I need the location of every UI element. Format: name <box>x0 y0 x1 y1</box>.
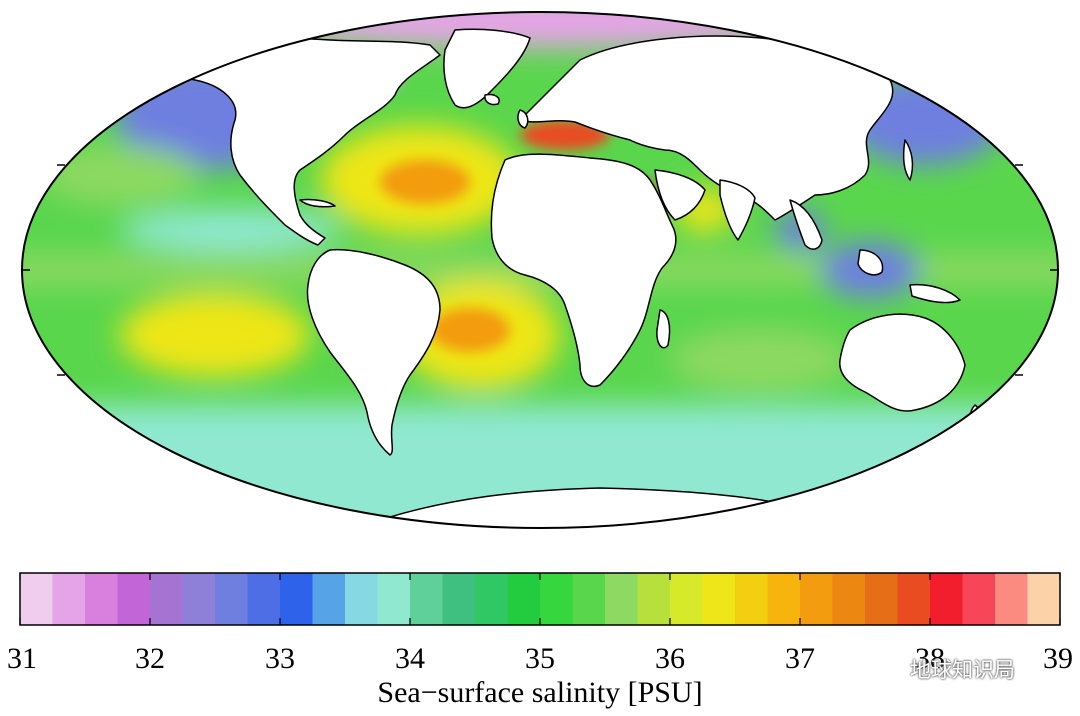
cuba <box>299 198 336 208</box>
colorbar-segment <box>507 573 541 625</box>
colorbar-tick-labels: 31 32 33 34 35 36 37 38 39 <box>7 642 1073 675</box>
colorbar-tick-label: 31 <box>7 642 37 675</box>
continents <box>149 28 980 528</box>
south-america <box>306 248 441 456</box>
colorbar-segment <box>182 573 216 625</box>
colorbar-segment <box>20 573 54 625</box>
colorbar-segment <box>280 573 314 625</box>
africa <box>490 153 677 387</box>
world-map <box>22 12 1058 528</box>
arabia <box>654 169 706 221</box>
colorbar-segment <box>930 573 964 625</box>
colorbar-segment <box>865 573 899 625</box>
greenland <box>443 28 531 109</box>
indian-ocean-high <box>670 328 850 392</box>
colorbar-segment <box>995 573 1029 625</box>
colorbar-segment <box>767 573 801 625</box>
colorbar-segment <box>1027 573 1061 625</box>
eurasia <box>519 35 894 221</box>
colorbar-segment <box>475 573 509 625</box>
colorbar-segment <box>702 573 736 625</box>
colorbar-segment <box>637 573 671 625</box>
colorbar-segment <box>540 573 574 625</box>
colorbar-tick-label: 36 <box>655 642 685 675</box>
colorbar-segment <box>442 573 476 625</box>
british-isles <box>517 109 529 129</box>
colorbar-segment <box>410 573 444 625</box>
colorbar-segment <box>247 573 281 625</box>
colorbar <box>20 573 1061 625</box>
australia <box>839 313 966 412</box>
south-pacific-high <box>120 293 310 377</box>
colorbar-tick-label: 38 <box>915 642 945 675</box>
colorbar-segment <box>832 573 866 625</box>
colorbar-segment <box>962 573 996 625</box>
colorbar-tick-label: 33 <box>265 642 295 675</box>
north-pacific-high <box>40 145 200 205</box>
colorbar-tick-label: 35 <box>525 642 555 675</box>
colorbar-tick-label: 39 <box>1043 642 1073 675</box>
colorbar-segment <box>572 573 606 625</box>
colorbar-segment <box>85 573 119 625</box>
arctic-fresh <box>240 12 840 48</box>
colorbar-tick-label: 34 <box>395 642 425 675</box>
colorbar-segment <box>52 573 86 625</box>
colorbar-segment <box>897 573 931 625</box>
colorbar-tick-label: 37 <box>785 642 815 675</box>
colorbar-segment <box>117 573 151 625</box>
new-guinea <box>909 283 961 304</box>
latitude-ticks <box>22 164 1058 376</box>
southeast-asia <box>789 199 823 250</box>
colorbar-segment <box>735 573 769 625</box>
madagascar <box>656 309 671 349</box>
colorbar-segment <box>345 573 379 625</box>
north-atlantic-peak <box>380 160 470 204</box>
colorbar-segment <box>800 573 834 625</box>
japan <box>902 139 914 181</box>
colorbar-segment <box>605 573 639 625</box>
iceland <box>484 93 500 106</box>
colorbar-segment <box>312 573 346 625</box>
colorbar-segment <box>670 573 704 625</box>
india <box>719 179 756 241</box>
colorbar-segment <box>377 573 411 625</box>
colorbar-segment <box>150 573 184 625</box>
south-atlantic-peak <box>430 308 510 352</box>
colorbar-title: Sea−surface salinity [PSU] <box>377 676 702 709</box>
north-america <box>149 37 441 246</box>
colorbar-ticks <box>19 573 1061 625</box>
colorbar-tick-label: 32 <box>135 642 165 675</box>
borneo <box>857 249 884 276</box>
colorbar-segment <box>215 573 249 625</box>
